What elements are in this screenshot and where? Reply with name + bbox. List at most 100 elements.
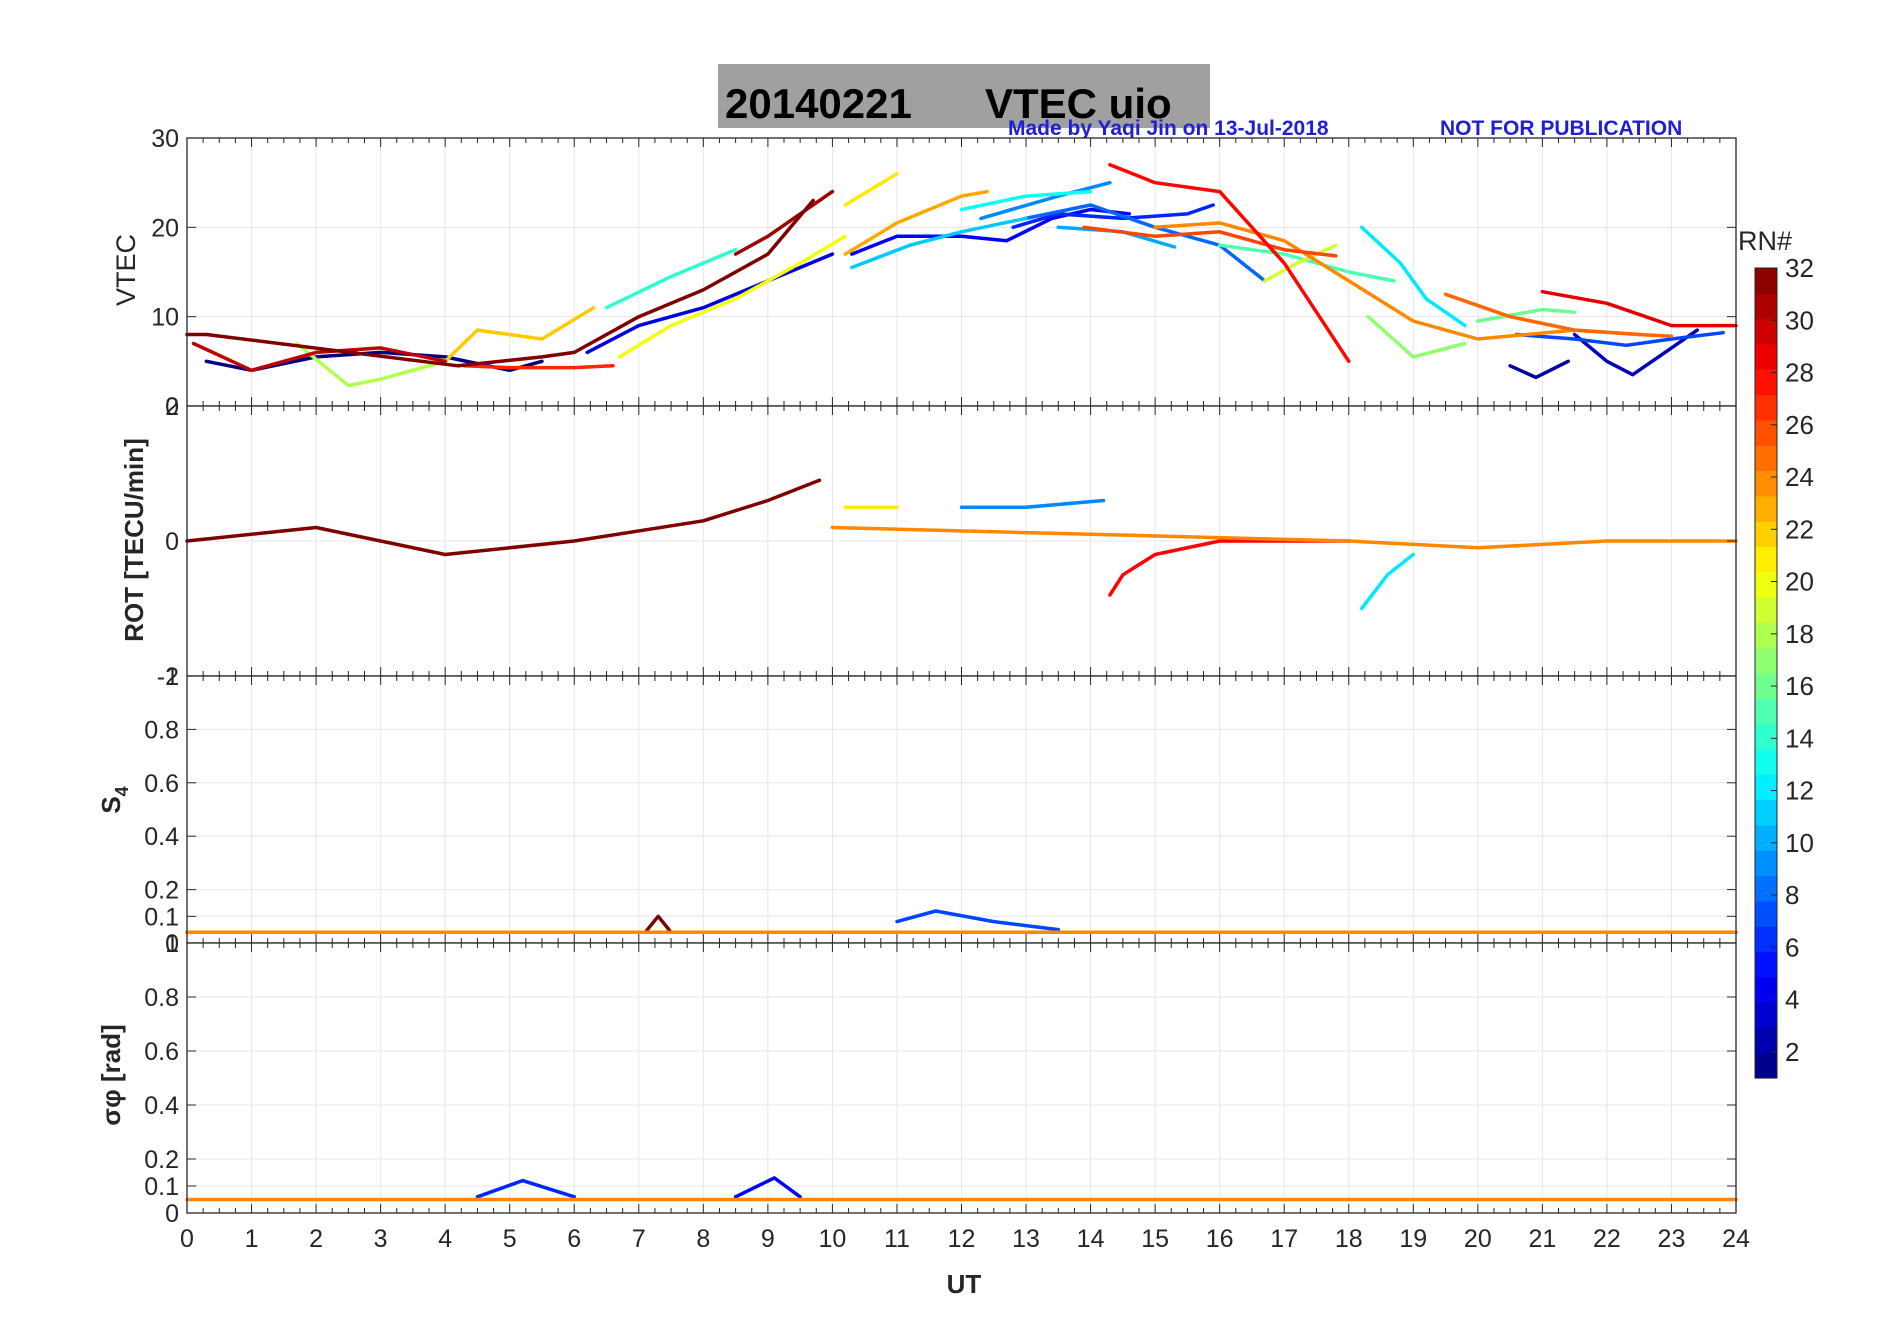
- x-tick-label: 23: [1658, 1225, 1686, 1253]
- colorbar-segment: [1755, 748, 1777, 775]
- colorbar-segment: [1755, 673, 1777, 699]
- colorbar-segment: [1755, 394, 1777, 421]
- y-tick-label: 0: [165, 1200, 179, 1228]
- series-prn-11: [850, 216, 1028, 270]
- x-tick-label: 16: [1206, 1225, 1234, 1253]
- series-prn-22: [443, 305, 596, 364]
- x-axis-label: UT: [947, 1269, 982, 1299]
- series-prn-28: [1108, 539, 1351, 597]
- series-prn-12: [1359, 225, 1467, 328]
- series-prn-31: [733, 189, 835, 256]
- colorbar-segment: [1755, 343, 1777, 370]
- x-tick-label: 9: [761, 1225, 775, 1253]
- series-prn-14: [604, 247, 738, 310]
- series-prn-7: [895, 909, 1061, 932]
- x-tick-label: 22: [1593, 1225, 1621, 1253]
- y-tick-label: 1: [165, 663, 179, 691]
- vtec-ylabel: VTEC: [111, 234, 141, 306]
- y-tick-label: 20: [151, 214, 179, 242]
- series-prn-25: [1443, 292, 1674, 339]
- series-prn-27: [462, 364, 615, 370]
- colorbar-tick-label: 10: [1785, 828, 1814, 858]
- panel-sigma_phi: 00.10.20.40.60.810 1 2 3 4 5 6 7 8 9 10 11 12 13 14 15 1…: [144, 930, 1750, 1253]
- colorbar-tick-label: 14: [1785, 723, 1814, 753]
- series-prn-9: [979, 180, 1112, 221]
- colorbar-segment: [1755, 268, 1777, 294]
- colorbar-segment: [1755, 774, 1777, 801]
- colorbar-segment: [1755, 470, 1777, 497]
- colorbar-tick-label: 28: [1785, 358, 1814, 388]
- x-tick-label: 4: [438, 1225, 452, 1253]
- colorbar-tick-label: 18: [1785, 619, 1814, 649]
- series-prn-18: [294, 341, 447, 388]
- series-prn-24: [830, 525, 1738, 550]
- series-prn-13: [959, 189, 1093, 212]
- x-tick-label: 10: [819, 1225, 847, 1253]
- series-prn-29: [1540, 289, 1738, 328]
- series-prn-24: [1153, 221, 1641, 341]
- series-prn-2: [1508, 359, 1570, 380]
- series-prn-6: [475, 1178, 577, 1199]
- sigma-ylabel: σφ [rad]: [96, 1024, 126, 1125]
- x-tick-label: 18: [1335, 1225, 1363, 1253]
- x-tick-label: 3: [374, 1225, 388, 1253]
- x-tick-label: 8: [696, 1225, 710, 1253]
- x-tick-label: 19: [1399, 1225, 1427, 1253]
- series-prn-6: [1011, 203, 1215, 230]
- colorbar-tick-label: 6: [1785, 932, 1799, 962]
- y-tick-label: 0: [165, 393, 179, 421]
- series-prn-3: [1572, 328, 1700, 377]
- colorbar-segment: [1755, 951, 1777, 978]
- colorbar-tick-label: 8: [1785, 880, 1799, 910]
- s4-ylabel-sub: 4: [112, 786, 132, 796]
- x-tick-label: 17: [1270, 1225, 1298, 1253]
- colorbar-tick-label: 12: [1785, 776, 1814, 806]
- panel-rot: -2 02: [157, 393, 1738, 691]
- y-tick-label: 0.1: [144, 903, 179, 931]
- colorbar-segment: [1755, 571, 1777, 598]
- y-tick-label: 1: [165, 930, 179, 958]
- x-tick-label: 24: [1722, 1225, 1750, 1253]
- y-tick-label: 30: [151, 125, 179, 153]
- x-tick-label: 15: [1141, 1225, 1169, 1253]
- colorbar-segment: [1755, 546, 1777, 573]
- title-main: VTEC uio: [985, 80, 1172, 127]
- rot-ylabel: ROT [TECU/min]: [119, 438, 149, 642]
- series-prn-21: [843, 171, 899, 207]
- colorbar-segment: [1755, 622, 1777, 649]
- y-tick-label: -2: [157, 663, 179, 691]
- series-prn-32: [185, 198, 815, 368]
- y-tick-label: 2: [165, 393, 179, 421]
- colorbar-tick-label: 16: [1785, 671, 1814, 701]
- colorbar-segment: [1755, 799, 1777, 826]
- y-tick-label: 0.4: [144, 1092, 179, 1120]
- x-tick-label: 7: [632, 1225, 646, 1253]
- series-prn-32: [185, 478, 822, 557]
- series-prn-28: [1108, 163, 1351, 364]
- colorbar-segment: [1755, 723, 1777, 750]
- series-prn-15: [1217, 243, 1396, 283]
- series-prn-26: [1082, 225, 1338, 258]
- colorbar-segment: [1755, 647, 1777, 674]
- colorbar-tick-label: 30: [1785, 305, 1814, 335]
- credit-text: Made by Yaqi Jin on 13-Jul-2018: [1008, 117, 1329, 140]
- colorbar-tick-label: 22: [1785, 514, 1814, 544]
- series-prn-12: [1359, 552, 1416, 611]
- series-prn-16: [1476, 307, 1577, 323]
- y-tick-label: 0.4: [144, 823, 179, 851]
- y-tick-label: 0: [165, 930, 179, 958]
- x-tick-label: 1: [245, 1225, 259, 1253]
- colorbar-segment: [1755, 850, 1777, 877]
- y-tick-label: 0.6: [144, 770, 179, 798]
- s4-ylabel: S4: [96, 786, 132, 813]
- panels: 0102030-20200.10.20.40.60.8100.10.20.40.…: [144, 125, 1750, 1253]
- x-tick-label: 13: [1012, 1225, 1040, 1253]
- y-tick-label: 0.2: [144, 877, 179, 905]
- colorbar-tick-label: 26: [1785, 410, 1814, 440]
- y-tick-label: 0.8: [144, 716, 179, 744]
- panel-vtec: 0 10 20 30: [151, 125, 1738, 421]
- y-tick-label: 0.2: [144, 1146, 179, 1174]
- colorbar-segment: [1755, 875, 1777, 902]
